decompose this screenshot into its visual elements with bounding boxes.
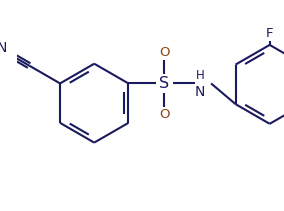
Text: O: O: [159, 46, 169, 59]
Text: N: N: [195, 85, 205, 99]
Text: H: H: [195, 69, 204, 81]
Text: F: F: [266, 27, 273, 40]
Text: N: N: [0, 41, 7, 55]
Text: O: O: [159, 108, 169, 121]
Text: S: S: [159, 76, 169, 91]
